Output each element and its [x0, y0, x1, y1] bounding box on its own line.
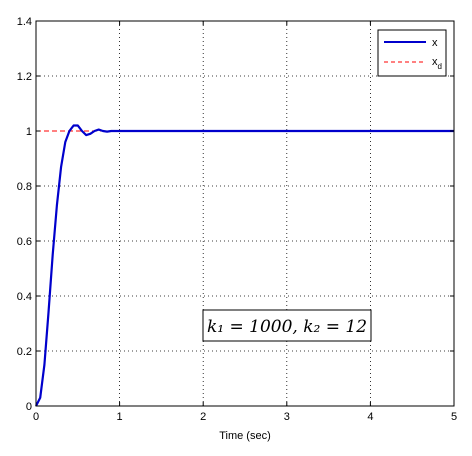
x-axis-label: Time (sec) — [219, 430, 271, 442]
plot-frame — [35, 20, 455, 407]
legend-box — [377, 29, 447, 77]
gain-annotation: k₁ = 1000, k₂ = 12 — [202, 309, 372, 342]
plot-background — [36, 21, 454, 406]
legend-label-x: x — [432, 37, 438, 49]
annotation-box — [202, 309, 372, 342]
y-tick-label: 0 — [26, 401, 32, 413]
x-tick-label: 1 — [117, 411, 123, 423]
x-tick-label: 4 — [367, 411, 373, 423]
x-tick-label: 5 — [451, 411, 457, 423]
x-tick-label: 0 — [33, 411, 39, 423]
x-tick-label: 3 — [284, 411, 290, 423]
series-line-x — [35, 124, 454, 407]
x-tick-label: 2 — [200, 411, 206, 423]
y-tick-label: 0.2 — [17, 346, 32, 358]
legend-label-xd-sub: d — [438, 62, 442, 71]
series-group — [35, 124, 454, 407]
ticks: 0 1 2 3 4 5 0 0.2 0.4 0.6 0.8 1 1.2 1.4 — [17, 16, 457, 423]
legend: x xd — [377, 29, 447, 77]
legend-label-xd: xd — [432, 56, 442, 71]
y-tick-label: 0.8 — [17, 181, 32, 193]
y-tick-label: 0.6 — [17, 236, 32, 248]
y-tick-label: 0.4 — [17, 291, 32, 303]
y-tick-label: 1 — [26, 126, 32, 138]
annotation-text: k₁ = 1000, k₂ = 12 — [207, 317, 367, 337]
y-tick-label: 1.4 — [17, 16, 32, 28]
y-tick-label: 1.2 — [17, 71, 32, 83]
